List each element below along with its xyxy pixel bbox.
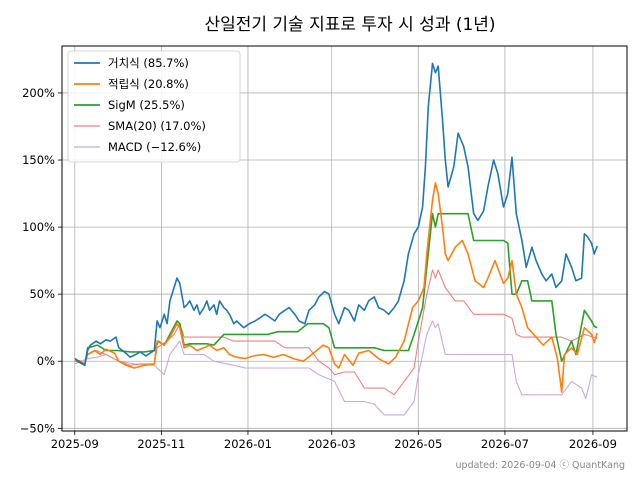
legend-label: 적립식 (20.8%)	[108, 77, 189, 91]
legend-label: MACD (−12.6%)	[108, 140, 201, 154]
legend-label: SMA(20) (17.0%)	[108, 119, 206, 133]
y-tick-label: 100%	[22, 220, 55, 234]
series-line-2	[74, 182, 598, 393]
x-tick-label: 2026-01	[224, 437, 272, 451]
legend-label: 거치식 (85.7%)	[108, 56, 189, 70]
x-tick-label: 2026-07	[481, 437, 529, 451]
footnote: updated: 2026-09-04 ⓒ QuantKang	[456, 460, 625, 471]
x-tick-label: 2025-11	[137, 437, 185, 451]
y-tick-label: 200%	[22, 86, 55, 100]
plot-frame	[61, 45, 628, 432]
x-tick-label: 2026-03	[308, 437, 356, 451]
y-tick-label: 150%	[22, 153, 55, 167]
x-tick-label: 2026-09	[569, 437, 617, 451]
series-line-4	[74, 269, 598, 396]
chart-title: 산일전기 기술 지표로 투자 시 성과 (1년)	[204, 15, 495, 35]
x-tick-label: 2026-05	[394, 437, 442, 451]
x-tick-label: 2025-09	[51, 437, 99, 451]
y-tick-label: 0%	[37, 354, 55, 368]
legend-label: SigM (25.5%)	[108, 98, 185, 112]
series-line-1	[74, 62, 598, 367]
y-tick-label: 50%	[29, 287, 55, 301]
series-line-3	[74, 212, 598, 367]
series-line-5	[74, 320, 598, 416]
legend-box	[67, 50, 241, 163]
legend: 거치식 (85.7%) 적립식 (20.8%) SigM (25.5%) SMA(20…	[67, 50, 241, 163]
y-tick-label: −50%	[20, 421, 55, 435]
